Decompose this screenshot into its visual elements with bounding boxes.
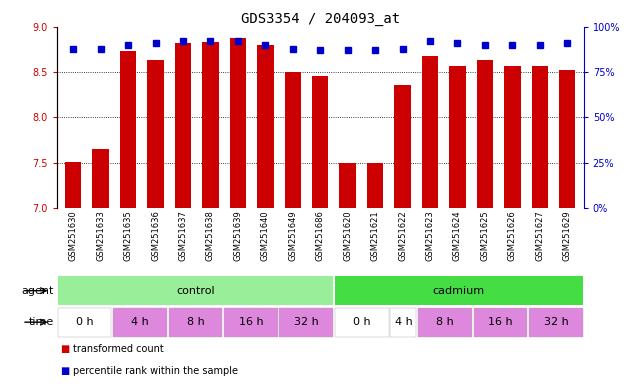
- Bar: [391, 308, 416, 337]
- Bar: [418, 308, 472, 337]
- Text: 16 h: 16 h: [488, 317, 513, 327]
- Text: 8 h: 8 h: [436, 317, 454, 327]
- Bar: [280, 308, 333, 337]
- Bar: [335, 308, 389, 337]
- Text: cadmium: cadmium: [433, 286, 485, 296]
- Text: agent: agent: [21, 286, 54, 296]
- Text: ■: ■: [60, 344, 69, 354]
- Bar: [175, 43, 191, 208]
- Bar: [230, 38, 246, 208]
- Bar: [394, 85, 411, 208]
- Bar: [57, 308, 112, 337]
- Bar: [531, 66, 548, 208]
- Bar: [120, 51, 136, 208]
- Bar: [504, 66, 521, 208]
- Bar: [476, 60, 493, 208]
- Text: time: time: [28, 317, 54, 327]
- Bar: [529, 308, 583, 337]
- Bar: [57, 276, 333, 305]
- Bar: [65, 162, 81, 208]
- Bar: [335, 276, 583, 305]
- Bar: [449, 66, 466, 208]
- Text: GDS3354 / 204093_at: GDS3354 / 204093_at: [240, 12, 400, 25]
- Bar: [474, 308, 528, 337]
- Bar: [559, 70, 575, 208]
- Bar: [113, 308, 167, 337]
- Bar: [93, 149, 109, 208]
- Text: control: control: [176, 286, 215, 296]
- Text: 4 h: 4 h: [131, 317, 149, 327]
- Bar: [148, 60, 164, 208]
- Text: transformed count: transformed count: [73, 344, 163, 354]
- Text: 16 h: 16 h: [239, 317, 263, 327]
- Text: 8 h: 8 h: [187, 317, 204, 327]
- Text: percentile rank within the sample: percentile rank within the sample: [73, 366, 237, 376]
- Text: 0 h: 0 h: [353, 317, 370, 327]
- Bar: [422, 56, 439, 208]
- Text: 32 h: 32 h: [294, 317, 319, 327]
- Bar: [224, 308, 278, 337]
- Text: 32 h: 32 h: [543, 317, 569, 327]
- Text: 4 h: 4 h: [394, 317, 412, 327]
- Text: 0 h: 0 h: [76, 317, 93, 327]
- Bar: [285, 72, 301, 208]
- Text: ■: ■: [60, 366, 69, 376]
- Bar: [168, 308, 222, 337]
- Bar: [367, 162, 384, 208]
- Bar: [312, 76, 329, 208]
- Bar: [202, 42, 219, 208]
- Bar: [257, 45, 274, 208]
- Bar: [339, 164, 356, 208]
